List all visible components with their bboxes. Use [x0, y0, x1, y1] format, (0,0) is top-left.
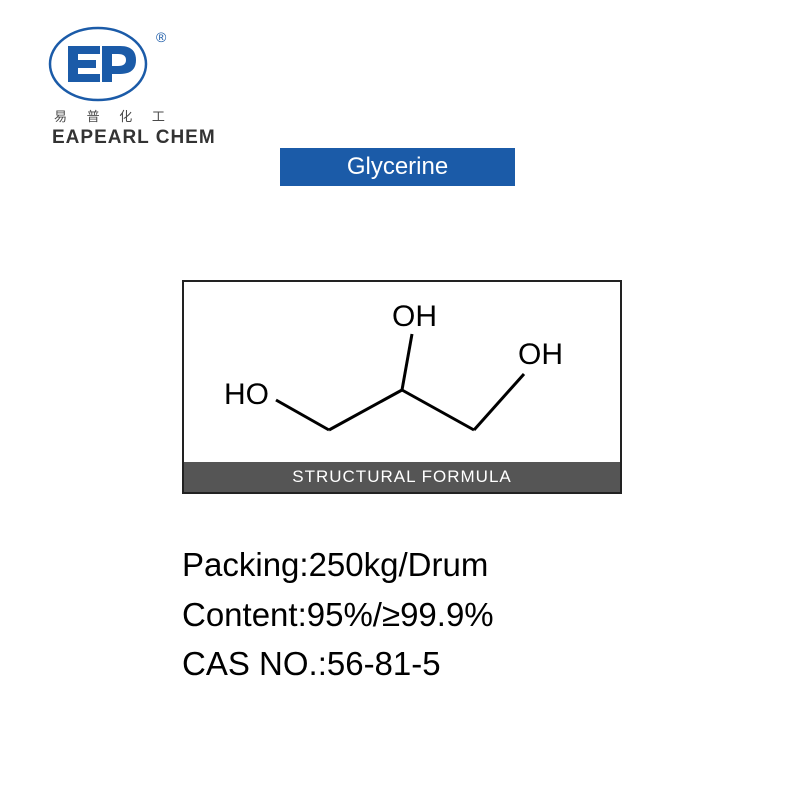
specifications-block: Packing:250kg/Drum Content:95%/≥99.9% CA… — [182, 540, 494, 689]
product-title-text: Glycerine — [347, 153, 448, 181]
atom-oh-right: OH — [518, 338, 563, 372]
logo-english-text: EAPEARL CHEM — [52, 127, 216, 149]
formula-label-bar: STRUCTURAL FORMULA — [184, 462, 620, 492]
content-line: Content:95%/≥99.9% — [182, 590, 494, 640]
logo-chinese-text: 易 普 化 工 — [54, 106, 216, 125]
packing-line: Packing:250kg/Drum — [182, 540, 494, 590]
registered-icon: ® — [156, 29, 167, 45]
company-logo-block: ® 易 普 化 工 EAPEARL CHEM — [48, 24, 216, 149]
content-value: 95%/≥99.9% — [307, 596, 494, 633]
content-label: Content: — [182, 596, 307, 633]
packing-label: Packing: — [182, 546, 309, 583]
atom-oh-top: OH — [392, 300, 437, 334]
atom-ho-left: HO — [224, 378, 269, 412]
product-title-bar: Glycerine — [280, 148, 515, 186]
logo-icon: ® — [48, 24, 188, 104]
cas-label: CAS NO.: — [182, 645, 327, 682]
structural-formula-box: OH OH HO STRUCTURAL FORMULA — [182, 280, 622, 494]
cas-line: CAS NO.:56-81-5 — [182, 639, 494, 689]
packing-value: 250kg/Drum — [309, 546, 489, 583]
formula-diagram: OH OH HO — [184, 282, 620, 462]
cas-value: 56-81-5 — [327, 645, 441, 682]
